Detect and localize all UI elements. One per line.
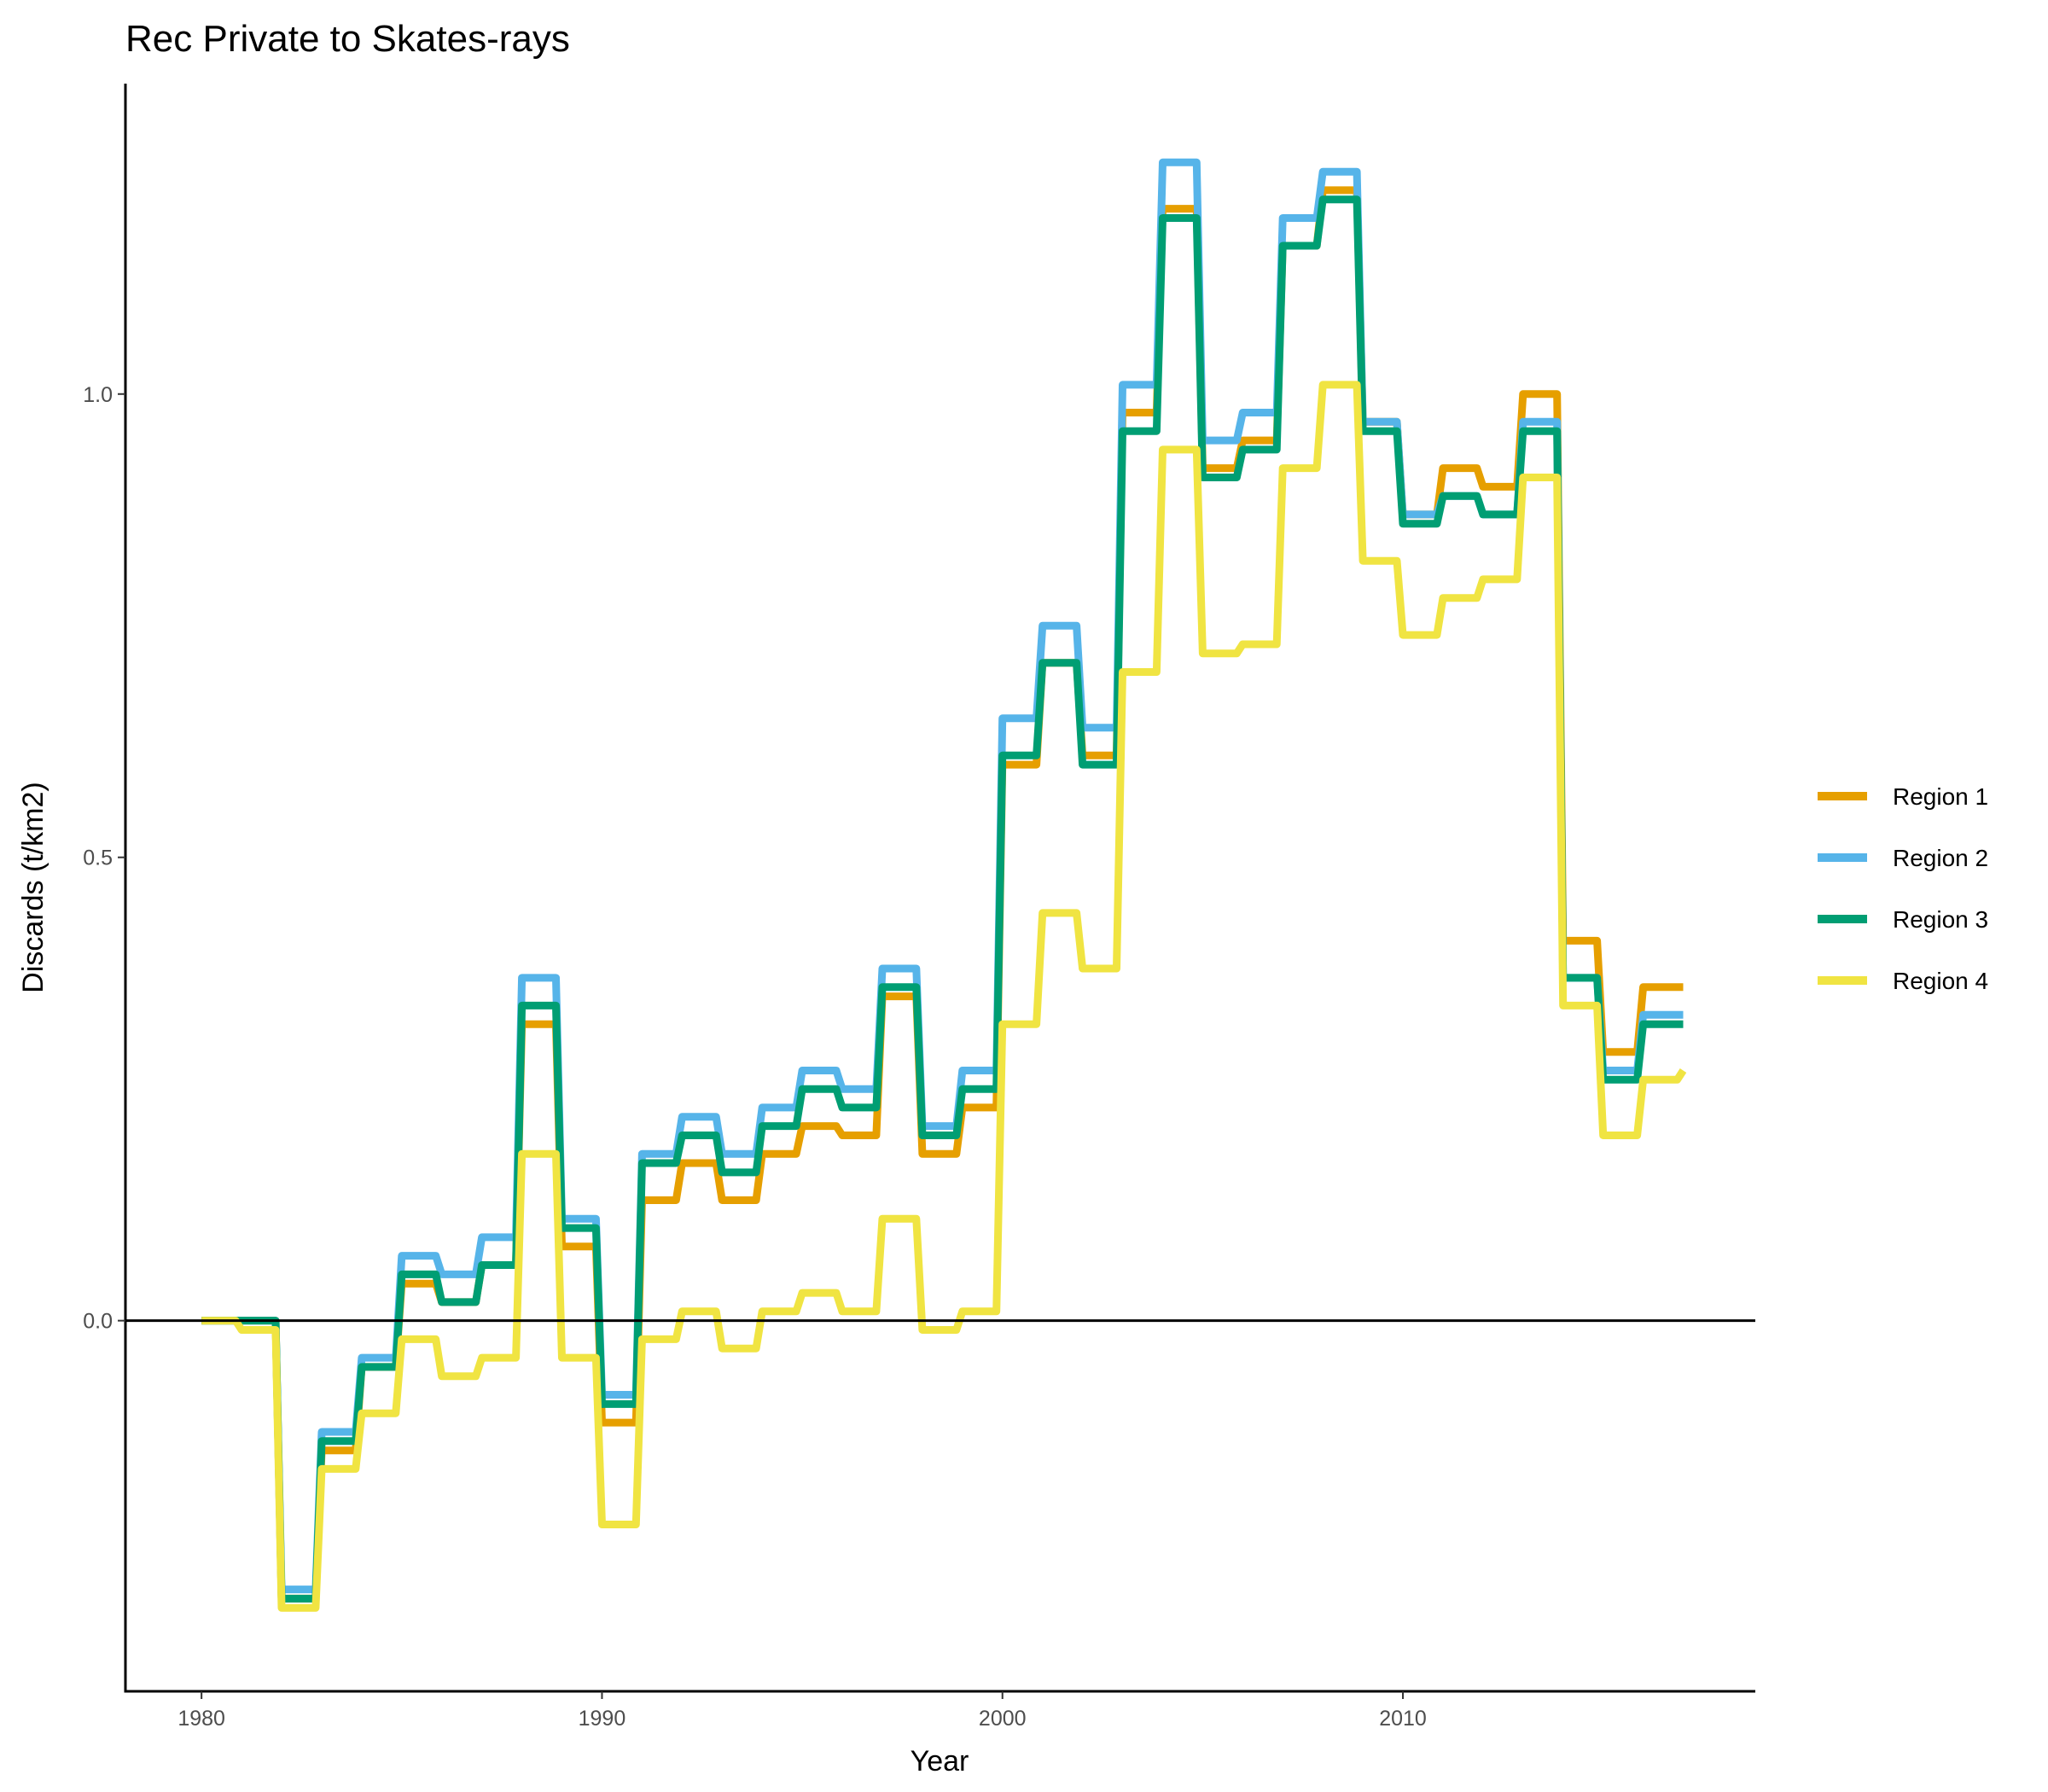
x-tick-label: 1980: [177, 1707, 225, 1731]
y-tick-label: 1.0: [83, 383, 113, 407]
x-tick-label: 2010: [1379, 1707, 1427, 1731]
plot-area: [201, 158, 1687, 1612]
series-line-4: [201, 381, 1687, 1612]
y-axis-title: Discards (t/km2): [17, 782, 49, 992]
legend-label-1: Region 1: [1893, 783, 1988, 810]
series-line-3: [201, 195, 1684, 1603]
legend-label-3: Region 3: [1893, 906, 1988, 933]
legend: Region 1 Region 2 Region 3 Region 4: [1818, 783, 1988, 994]
legend-label-4: Region 4: [1893, 968, 1988, 994]
x-axis-ticks: 1980 1990 2000 2010: [177, 1691, 1427, 1731]
y-tick-label: 0.5: [83, 847, 113, 870]
y-axis-ticks: 0.0 0.5 1.0: [83, 383, 125, 1334]
x-tick-label: 1990: [579, 1707, 626, 1731]
series-line-2: [201, 158, 1684, 1594]
chart-title: Rec Private to Skates-rays: [125, 18, 570, 60]
series-line-1: [201, 186, 1684, 1603]
x-tick-label: 2000: [979, 1707, 1027, 1731]
legend-label-2: Region 2: [1893, 845, 1988, 871]
x-axis-title: Year: [911, 1745, 969, 1777]
y-tick-label: 0.0: [83, 1310, 113, 1334]
